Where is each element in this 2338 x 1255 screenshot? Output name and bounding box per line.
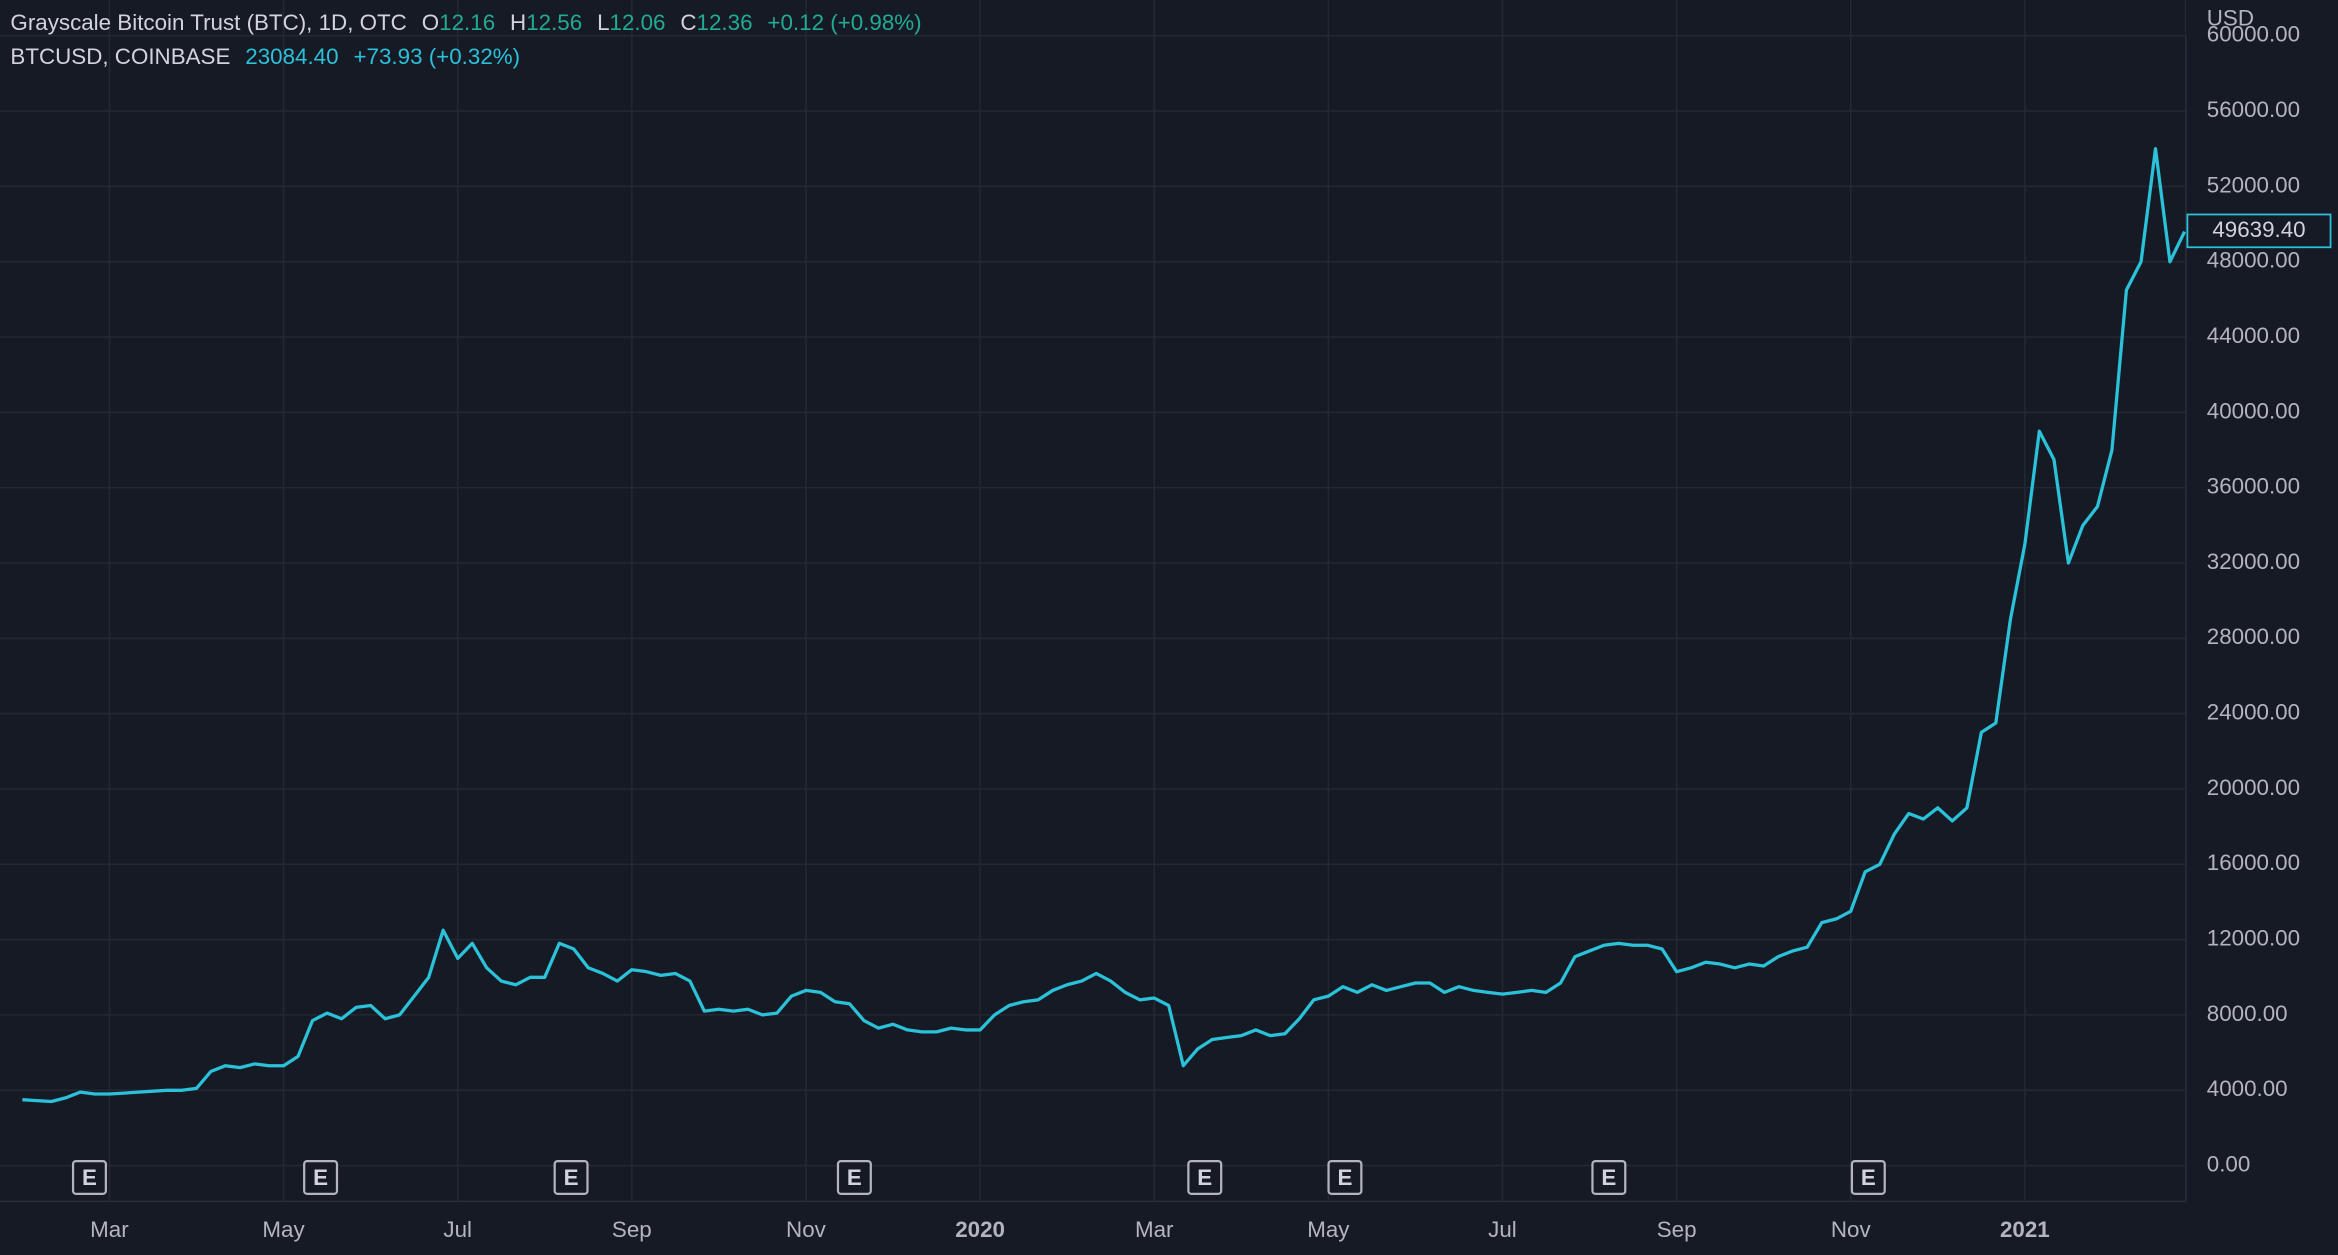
event-label: E <box>82 1165 97 1190</box>
x-tick-label: May <box>1307 1217 1350 1242</box>
y-tick-label: 4000.00 <box>2207 1076 2288 1101</box>
x-tick-label: May <box>262 1217 305 1242</box>
event-label: E <box>313 1165 328 1190</box>
ohlc-label: C <box>680 10 696 35</box>
x-tick-label: Mar <box>1135 1217 1174 1242</box>
y-tick-label: 16000.00 <box>2207 850 2300 875</box>
header-line: Grayscale Bitcoin Trust (BTC), 1D, OTC O1… <box>10 10 921 35</box>
y-tick-label: 0.00 <box>2207 1151 2251 1176</box>
legend-entry: BTCUSD, COINBASE <box>10 44 230 69</box>
ohlc-label: L <box>597 10 609 35</box>
event-marker <box>1850 1159 1886 1196</box>
compare-change: +73.93 (+0.32%) <box>353 44 520 69</box>
event-marker <box>71 1159 107 1196</box>
x-tick-label: Jul <box>443 1217 472 1242</box>
price-marker-box <box>2186 213 2332 249</box>
grid <box>0 0 2186 1202</box>
y-tick-label: 48000.00 <box>2207 248 2300 273</box>
change: +0.12 (+0.98%) <box>767 10 921 35</box>
y-tick-label: 40000.00 <box>2207 398 2300 423</box>
x-tick-label: Nov <box>786 1217 827 1242</box>
event-label: E <box>564 1165 579 1190</box>
ohlc-value: 12.06 <box>610 10 666 35</box>
x-tick-label: 2021 <box>2000 1217 2050 1242</box>
y-tick-label: 8000.00 <box>2207 1001 2288 1026</box>
price-marker-label: 49639.40 <box>2212 217 2305 242</box>
event-marker <box>1187 1159 1223 1196</box>
x-tick-label: Sep <box>1657 1217 1697 1242</box>
x-tick-label: Sep <box>612 1217 652 1242</box>
plot <box>22 147 2187 1104</box>
y-tick-label: 32000.00 <box>2207 549 2300 574</box>
x-tick-label: Mar <box>90 1217 129 1242</box>
unit-bg <box>2185 0 2338 36</box>
compare-quote: 23084.40 <box>245 44 338 69</box>
x-tick-label: Jul <box>1488 1217 1517 1242</box>
event-label: E <box>1601 1165 1616 1190</box>
symbol-title: Grayscale Bitcoin Trust (BTC), 1D, OTC <box>10 10 406 35</box>
event-label: E <box>1337 1165 1352 1190</box>
y-tick-label: 36000.00 <box>2207 474 2300 499</box>
ohlc-label: H <box>510 10 526 35</box>
y-unit: USD <box>2207 5 2254 30</box>
y-tick-label: 56000.00 <box>2207 97 2300 122</box>
x-tick-label: Nov <box>1831 1217 1872 1242</box>
compare-line: BTCUSD, COINBASE 23084.40 +73.93 (+0.32%) <box>10 44 520 69</box>
y-tick-label: 28000.00 <box>2207 624 2300 649</box>
event-label: E <box>1197 1165 1212 1190</box>
y-tick-label: 60000.00 <box>2207 22 2300 47</box>
event-marker <box>553 1159 589 1196</box>
y-tick-label: 52000.00 <box>2207 172 2300 197</box>
y-tick-label: 24000.00 <box>2207 700 2300 725</box>
y-tick-label: 44000.00 <box>2207 323 2300 348</box>
event-marker <box>303 1159 339 1196</box>
y-tick-label: 20000.00 <box>2207 775 2300 800</box>
event-marker <box>836 1159 872 1196</box>
y-tick-label: 12000.00 <box>2207 926 2300 951</box>
ohlc-label: O <box>422 10 439 35</box>
event-label: E <box>847 1165 862 1190</box>
event-marker <box>1327 1159 1363 1196</box>
x-tick-label: 2020 <box>955 1217 1005 1242</box>
price-line <box>22 147 2187 1104</box>
ohlc-value: 12.16 <box>439 10 495 35</box>
ohlc-value: 12.36 <box>697 10 753 35</box>
ohlc-value: 12.56 <box>526 10 582 35</box>
event-label: E <box>1861 1165 1876 1190</box>
event-marker <box>1591 1159 1627 1196</box>
